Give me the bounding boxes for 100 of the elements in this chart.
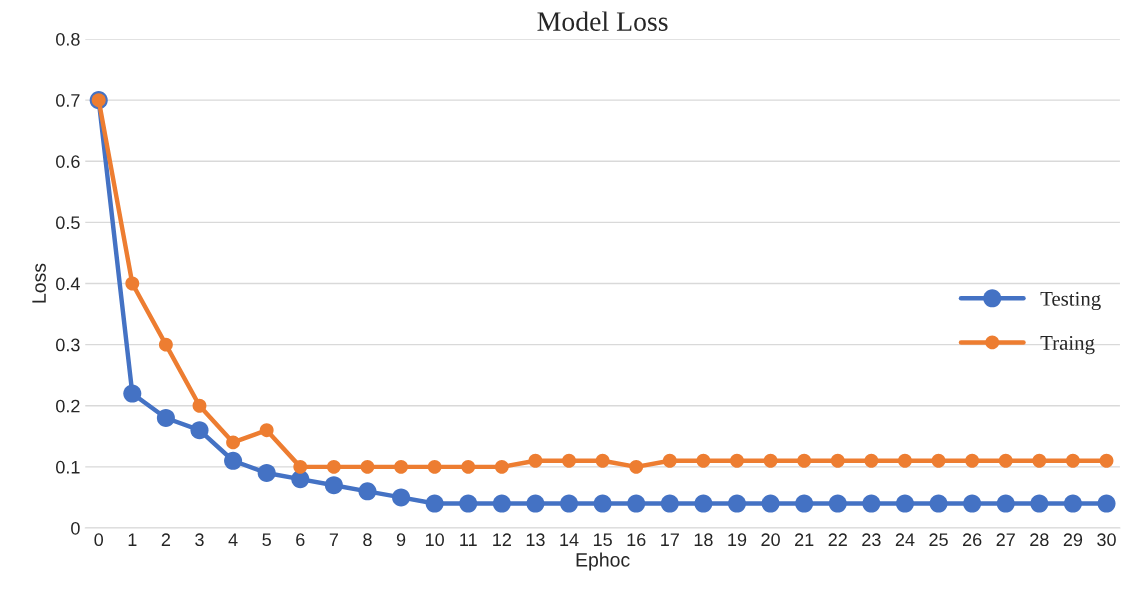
x-tick-label: 25 <box>929 533 948 547</box>
legend-label: Traing <box>1040 335 1095 355</box>
point <box>965 453 980 468</box>
point <box>797 453 812 468</box>
x-tick-label: 21 <box>795 533 814 546</box>
point <box>1063 494 1082 513</box>
y-axis-title: Loss <box>32 263 46 303</box>
x-tick-label: 8 <box>363 533 372 547</box>
x-tick-label: 2 <box>161 533 171 546</box>
x-tick-label: 10 <box>425 533 444 547</box>
x-tick-label: 6 <box>296 533 305 547</box>
x-tick-label: 14 <box>560 533 579 546</box>
point <box>694 494 713 513</box>
point <box>761 494 780 513</box>
point <box>593 494 612 513</box>
chart-title: Model Loss <box>537 11 668 31</box>
x-tick-label: 17 <box>661 533 679 546</box>
point <box>828 494 847 513</box>
point <box>392 488 411 507</box>
point <box>730 453 744 468</box>
point <box>125 276 140 291</box>
x-tick-label: 24 <box>895 533 915 546</box>
x-tick-label: 20 <box>761 533 780 547</box>
point <box>427 459 442 474</box>
x-axis-title: Ephoc <box>576 552 630 571</box>
point <box>123 384 142 403</box>
point <box>293 459 308 474</box>
point <box>629 459 644 474</box>
x-tick-label: 0 <box>94 533 104 547</box>
point <box>492 494 511 513</box>
point <box>963 494 982 513</box>
x-tick-label: 11 <box>460 533 477 546</box>
y-tick-label: 0.2 <box>56 399 80 413</box>
x-tick-label: 12 <box>493 533 511 546</box>
point <box>696 453 711 468</box>
point <box>662 453 677 468</box>
x-tick-label: 16 <box>627 533 646 547</box>
point <box>931 453 946 468</box>
point <box>257 463 276 483</box>
y-tick-label: 0.6 <box>56 155 80 168</box>
point <box>190 421 209 440</box>
point <box>1099 453 1114 468</box>
y-tick-label: 0.8 <box>56 32 80 46</box>
x-tick-label: 7 <box>329 533 338 546</box>
point <box>224 451 243 470</box>
point <box>156 408 175 427</box>
point <box>763 453 778 468</box>
point <box>830 453 845 468</box>
x-tick-label: 13 <box>526 533 545 547</box>
point <box>998 453 1013 468</box>
point <box>1030 494 1049 513</box>
y-tick-label: 0 <box>71 521 80 535</box>
y-tick-label: 0.7 <box>56 94 80 107</box>
point <box>192 398 207 413</box>
point <box>996 494 1015 513</box>
point <box>727 494 747 513</box>
point <box>627 494 646 513</box>
x-tick-label: 18 <box>694 533 713 547</box>
point <box>1032 453 1047 468</box>
x-tick-label: 19 <box>728 533 747 547</box>
y-tick-label: 0.1 <box>56 460 80 474</box>
point <box>358 482 377 501</box>
point <box>595 453 610 468</box>
x-tick-label: 1 <box>128 533 137 546</box>
point <box>158 337 173 352</box>
point <box>494 459 509 474</box>
y-tick-label: 0.5 <box>56 216 80 230</box>
point <box>259 423 274 438</box>
point <box>461 459 476 474</box>
point <box>459 494 478 513</box>
x-tick-label: 9 <box>396 533 406 547</box>
point <box>562 453 576 468</box>
x-tick-label: 27 <box>996 533 1015 546</box>
point <box>864 453 879 468</box>
y-tick-label: 0.3 <box>56 338 80 352</box>
legend-label: Testing <box>1040 291 1101 311</box>
point <box>1065 453 1080 468</box>
point <box>425 494 444 513</box>
x-tick-label: 3 <box>195 533 204 547</box>
point <box>528 453 543 468</box>
x-tick-label: 5 <box>262 533 271 547</box>
point <box>324 476 343 495</box>
x-tick-label: 22 <box>828 533 847 546</box>
point <box>898 453 912 468</box>
point <box>660 494 679 513</box>
y-tick-label: 0.4 <box>56 277 80 291</box>
point <box>795 494 814 513</box>
point <box>226 435 241 450</box>
point <box>526 494 545 513</box>
point <box>394 459 408 474</box>
point <box>862 494 881 513</box>
x-tick-label: 26 <box>963 533 982 547</box>
x-tick-label: 4 <box>228 533 238 546</box>
x-tick-label: 30 <box>1097 533 1116 547</box>
point <box>929 494 948 513</box>
x-tick-label: 28 <box>1030 533 1049 547</box>
point <box>360 459 375 474</box>
point <box>326 459 341 474</box>
point <box>559 494 579 513</box>
x-tick-label: 29 <box>1063 533 1083 547</box>
